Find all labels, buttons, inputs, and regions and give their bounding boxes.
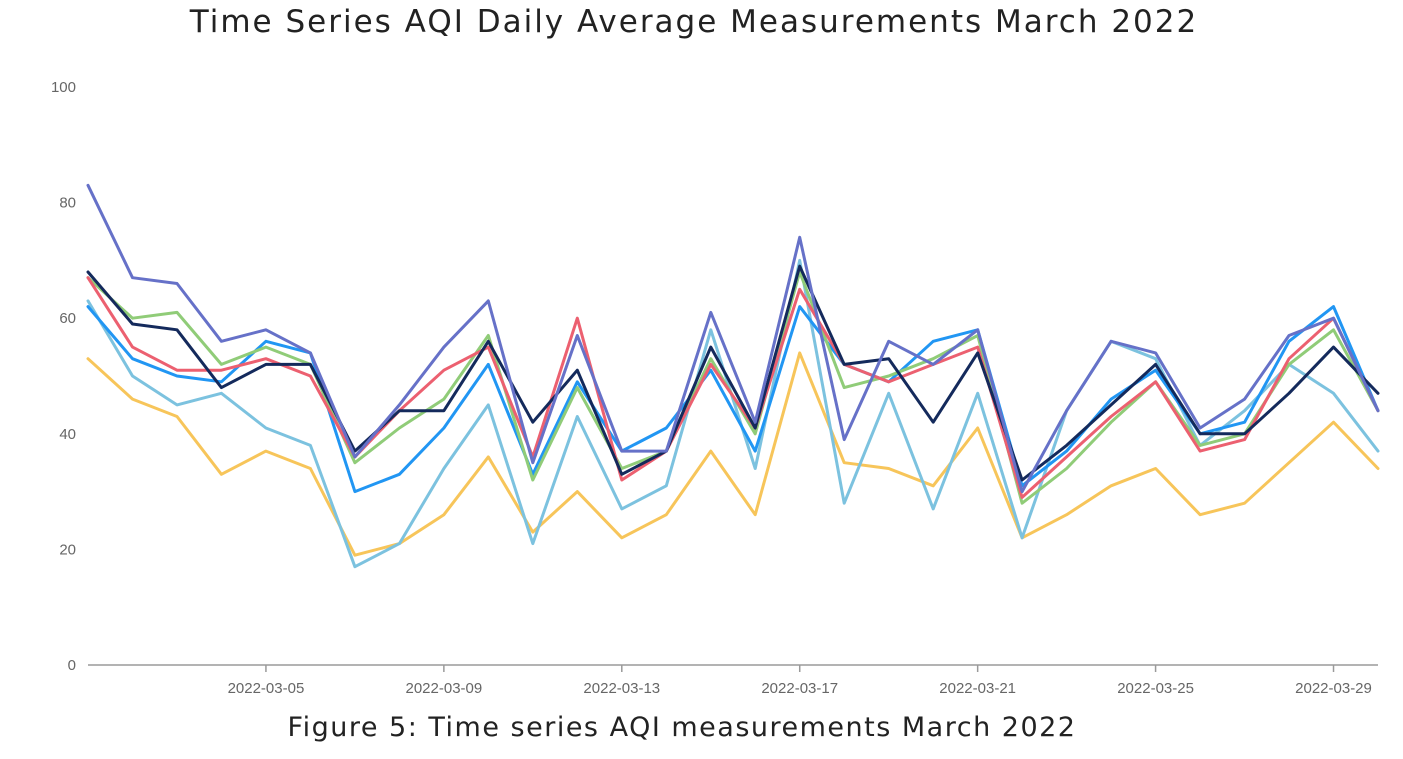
- x-axis: 2022-03-05 2022-03-09 2022-03-13 2022-03-17…: [228, 665, 1372, 697]
- y-tick-label: 20: [59, 541, 76, 558]
- series-line-1: [86, 351, 1380, 557]
- x-tick-label: 2022-03-29: [1295, 680, 1372, 697]
- y-tick-label: 60: [59, 310, 76, 327]
- y-axis: 0 20 40 60 80 100: [51, 79, 76, 674]
- series-lines: [86, 183, 1380, 569]
- x-tick-label: 2022-03-13: [583, 680, 660, 697]
- series-line-5: [86, 276, 1380, 499]
- x-tick-label: 2022-03-25: [1117, 680, 1194, 697]
- x-tick-label: 2022-03-17: [761, 680, 838, 697]
- series-line-6: [86, 264, 1380, 482]
- x-tick-label: 2022-03-09: [405, 680, 482, 697]
- y-tick-label: 0: [68, 657, 76, 674]
- x-tick-label: 2022-03-21: [939, 680, 1016, 697]
- figure-caption: Figure 5: Time series AQI measurements M…: [287, 712, 1077, 743]
- y-tick-label: 100: [51, 79, 76, 96]
- y-tick-label: 80: [59, 195, 76, 212]
- x-tick-label: 2022-03-05: [228, 680, 305, 697]
- y-tick-label: 40: [59, 426, 76, 443]
- series-line-3: [86, 305, 1380, 494]
- series-line-7: [86, 183, 1380, 494]
- chart-title: Time Series AQI Daily Average Measuremen…: [189, 4, 1199, 40]
